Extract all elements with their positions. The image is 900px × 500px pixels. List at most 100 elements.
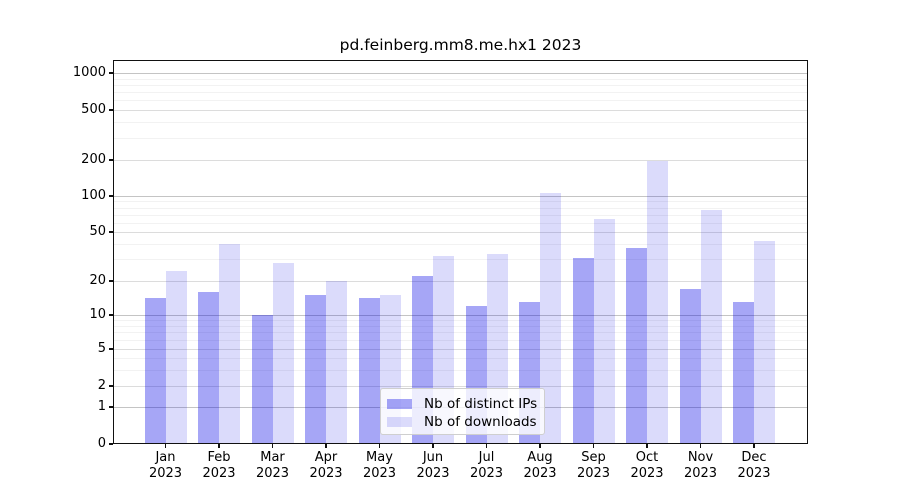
minor-gridline bbox=[113, 340, 808, 342]
bar-downloads bbox=[754, 241, 775, 444]
x-tick-month: Oct bbox=[635, 450, 659, 465]
bar-distinct-ips bbox=[733, 302, 754, 444]
y-tick-mark bbox=[109, 348, 113, 350]
y-tick-mark bbox=[109, 385, 113, 387]
minor-gridline bbox=[113, 325, 808, 327]
bar-downloads bbox=[700, 210, 722, 444]
x-tick-month: Apr bbox=[314, 450, 338, 465]
y-tick-label: 10 bbox=[89, 307, 106, 322]
legend-label: Nb of downloads bbox=[424, 414, 537, 430]
minor-gridline bbox=[113, 84, 808, 86]
legend-item-distinct-ips: Nb of distinct IPs bbox=[387, 395, 544, 413]
y-tick-mark bbox=[109, 280, 113, 282]
bar-distinct-ips bbox=[305, 295, 326, 444]
y-tick-label: 100 bbox=[81, 188, 106, 203]
x-tick-label: Jun 2023 bbox=[406, 450, 460, 482]
x-tick-label: Apr 2023 bbox=[299, 450, 353, 482]
x-tick-month: Jul bbox=[478, 450, 495, 465]
x-tick-year: 2023 bbox=[469, 466, 504, 481]
y-tick-mark bbox=[109, 159, 113, 161]
x-tick-month: May bbox=[366, 450, 393, 465]
x-tick-year: 2023 bbox=[362, 466, 397, 481]
y-tick-mark bbox=[109, 195, 113, 197]
minor-gridline bbox=[113, 122, 808, 124]
y-tick-mark bbox=[109, 109, 113, 111]
x-tick-mark bbox=[432, 444, 434, 448]
minor-gridline bbox=[113, 78, 808, 80]
minor-gridline bbox=[113, 243, 808, 245]
y-tick-mark bbox=[109, 406, 113, 408]
x-tick-mark bbox=[539, 444, 541, 448]
y-tick-label: 1 bbox=[97, 399, 106, 414]
bar-downloads bbox=[647, 160, 668, 444]
y-tick-label: 0 bbox=[97, 436, 106, 451]
legend-swatch-downloads bbox=[387, 417, 412, 427]
x-tick-month: Jun bbox=[422, 450, 444, 465]
x-tick-year: 2023 bbox=[416, 466, 450, 481]
x-tick-label: Jul 2023 bbox=[460, 450, 514, 482]
x-tick-mark bbox=[164, 444, 167, 448]
gridline bbox=[113, 281, 808, 282]
gridline bbox=[113, 110, 808, 111]
x-tick-mark bbox=[646, 444, 648, 448]
x-tick-year: 2023 bbox=[576, 466, 611, 481]
bar-distinct-ips bbox=[679, 288, 701, 444]
gridline bbox=[113, 386, 808, 387]
bar-distinct-ips bbox=[198, 291, 219, 444]
y-tick-mark bbox=[109, 443, 113, 445]
bar-distinct-ips bbox=[144, 298, 166, 444]
x-tick-mark bbox=[699, 444, 702, 448]
x-tick-year: 2023 bbox=[309, 466, 343, 481]
x-tick-month: Feb bbox=[207, 450, 231, 465]
bar-distinct-ips bbox=[572, 257, 594, 444]
minor-gridline bbox=[113, 369, 808, 371]
minor-gridline bbox=[113, 100, 808, 102]
x-tick-label: Mar 2023 bbox=[246, 450, 300, 482]
x-tick-year: 2023 bbox=[630, 466, 664, 481]
x-tick-label: Aug 2023 bbox=[513, 450, 567, 482]
minor-gridline bbox=[113, 92, 808, 94]
minor-gridline bbox=[113, 222, 808, 224]
x-tick-mark bbox=[218, 444, 220, 448]
x-tick-mark bbox=[325, 444, 327, 448]
x-tick-year: 2023 bbox=[683, 466, 718, 481]
x-tick-mark bbox=[592, 444, 595, 448]
x-tick-year: 2023 bbox=[202, 466, 236, 481]
x-tick-label: May 2023 bbox=[353, 450, 407, 482]
minor-gridline bbox=[113, 332, 808, 334]
gridline bbox=[113, 349, 808, 350]
minor-gridline bbox=[113, 320, 808, 322]
y-tick-label: 2 bbox=[97, 378, 106, 393]
legend-swatch-distinct-ips bbox=[387, 399, 412, 409]
plot-area bbox=[113, 60, 808, 444]
legend-label: Nb of distinct IPs bbox=[424, 396, 538, 412]
x-tick-month: Mar bbox=[260, 450, 285, 465]
x-tick-mark bbox=[378, 444, 381, 448]
x-tick-month: Jan bbox=[155, 450, 176, 465]
y-tick-mark bbox=[109, 231, 113, 233]
y-tick-label: 5 bbox=[97, 341, 106, 356]
minor-gridline bbox=[113, 259, 808, 261]
y-tick-label: 50 bbox=[89, 224, 106, 239]
x-tick-month: Nov bbox=[687, 450, 714, 465]
x-tick-mark bbox=[485, 444, 488, 448]
x-tick-label: Sep 2023 bbox=[567, 450, 621, 482]
bar-downloads bbox=[326, 281, 347, 444]
minor-gridline bbox=[113, 201, 808, 203]
x-tick-label: Dec 2023 bbox=[727, 450, 781, 482]
bar-downloads bbox=[272, 263, 294, 444]
y-tick-mark bbox=[109, 314, 113, 316]
major-gridline bbox=[113, 196, 808, 197]
x-tick-label: Nov 2023 bbox=[674, 450, 728, 482]
minor-gridline bbox=[113, 358, 808, 359]
y-tick-label: 500 bbox=[81, 102, 106, 117]
x-tick-year: 2023 bbox=[255, 466, 290, 481]
legend: Nb of distinct IPs Nb of downloads bbox=[380, 388, 545, 435]
bar-downloads bbox=[165, 271, 187, 444]
y-tick-mark bbox=[109, 72, 113, 74]
x-tick-mark bbox=[271, 444, 274, 448]
y-tick-label: 1000 bbox=[72, 65, 106, 80]
x-tick-mark bbox=[753, 444, 755, 448]
major-gridline bbox=[113, 315, 808, 316]
